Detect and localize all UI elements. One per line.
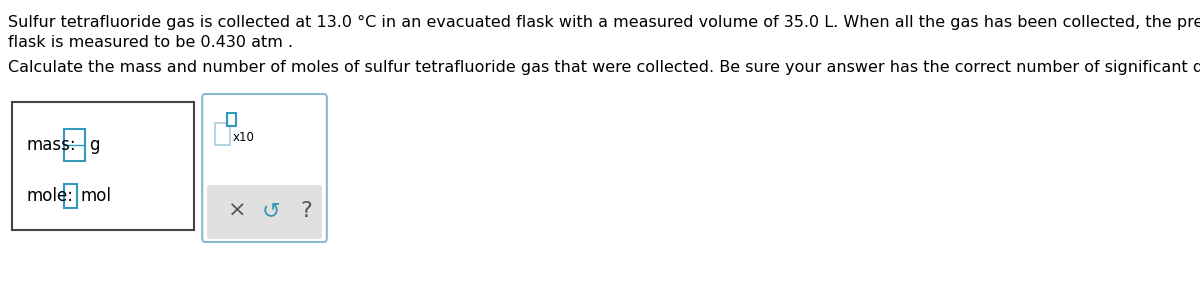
Text: ×: × bbox=[228, 201, 246, 221]
FancyBboxPatch shape bbox=[227, 113, 236, 126]
Text: mole:: mole: bbox=[26, 187, 73, 205]
Text: ?: ? bbox=[300, 201, 312, 221]
Text: x10: x10 bbox=[233, 131, 254, 144]
FancyBboxPatch shape bbox=[65, 184, 77, 208]
Text: Calculate the mass and number of moles of sulfur tetrafluoride gas that were col: Calculate the mass and number of moles o… bbox=[8, 60, 1200, 75]
FancyBboxPatch shape bbox=[12, 102, 194, 230]
FancyBboxPatch shape bbox=[215, 123, 230, 145]
FancyBboxPatch shape bbox=[202, 94, 326, 242]
Text: flask is measured to be 0.430 atm .: flask is measured to be 0.430 atm . bbox=[8, 35, 294, 50]
Text: Sulfur tetrafluoride gas is collected at 13.0 °C in an evacuated flask with a me: Sulfur tetrafluoride gas is collected at… bbox=[8, 15, 1200, 30]
Text: ↺: ↺ bbox=[262, 201, 281, 221]
FancyBboxPatch shape bbox=[208, 185, 322, 239]
Text: mass:: mass: bbox=[26, 136, 76, 154]
FancyBboxPatch shape bbox=[65, 129, 85, 161]
Text: g: g bbox=[89, 136, 100, 154]
Text: mol: mol bbox=[80, 187, 112, 205]
